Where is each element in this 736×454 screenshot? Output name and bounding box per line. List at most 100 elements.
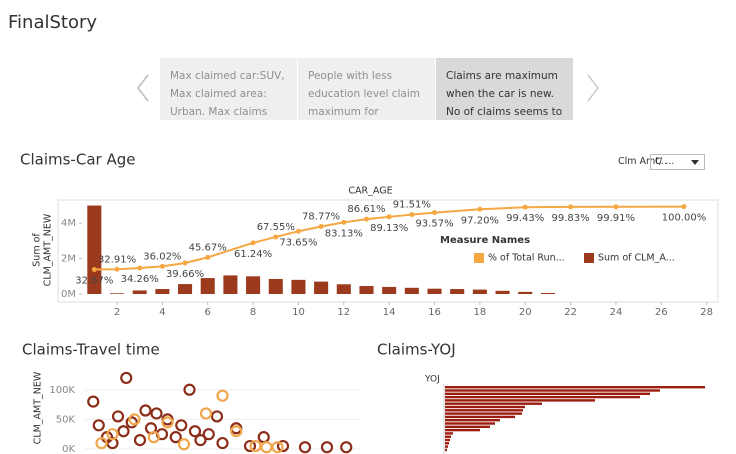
scatter-point	[169, 431, 182, 444]
bar	[445, 415, 515, 419]
line-point	[114, 266, 120, 272]
scatter-point	[106, 428, 119, 441]
data-label: 99.83%	[552, 213, 590, 224]
scatter-point	[199, 407, 213, 420]
scatter-point	[117, 425, 130, 438]
data-label: 91.51%	[393, 200, 431, 211]
line-point	[91, 267, 97, 273]
x-tick-label: 16	[428, 307, 441, 318]
y-tick-label: 100K	[49, 385, 75, 396]
y-axis-title: CLM_AMT_NEW	[43, 213, 54, 286]
bar	[450, 289, 465, 294]
line-point	[295, 228, 301, 234]
legend-label: Sum of CLM_A...	[598, 253, 675, 264]
bar	[445, 425, 490, 428]
story-point[interactable]: Claims are maximum when the car is new. …	[436, 58, 573, 120]
x-tick-label: 4	[159, 307, 165, 318]
bar	[359, 286, 374, 294]
y-tick-label: 4M	[61, 218, 76, 229]
bar	[445, 419, 500, 422]
y-axis-title: Sum of	[32, 233, 43, 267]
data-label: 32.91%	[98, 254, 136, 265]
bar	[445, 389, 660, 392]
bar	[246, 276, 261, 294]
bar	[404, 287, 419, 294]
story-point[interactable]: People with less education level claim m…	[298, 58, 435, 120]
scatter-point	[216, 389, 229, 402]
scatter-point	[320, 441, 334, 454]
dropdown-arrow	[691, 160, 699, 165]
scatter-point	[188, 425, 202, 438]
filter-value: C..	[655, 157, 668, 167]
x-tick-label: 24	[610, 307, 623, 318]
bar	[336, 284, 351, 294]
bar	[223, 275, 238, 294]
data-label: 34.26%	[121, 274, 159, 285]
data-label: 61.24%	[234, 249, 272, 260]
scatter-point	[155, 428, 169, 441]
y-axis-title: CLM_AMT_NEW	[33, 371, 44, 444]
bar	[87, 205, 102, 294]
scatter-point	[249, 439, 262, 453]
data-label: 99.43%	[506, 213, 544, 224]
x-tick-label: 8	[250, 307, 256, 318]
prev-arrow[interactable]	[137, 74, 149, 102]
bar	[132, 290, 147, 294]
line-point	[137, 265, 143, 271]
scatter-point	[120, 371, 133, 385]
bar	[445, 402, 542, 405]
scatter-point	[260, 441, 273, 454]
legend-label: % of Total Run...	[488, 253, 565, 264]
line-point	[182, 260, 188, 266]
filter-dropdown[interactable]: C..	[650, 154, 705, 170]
bar	[178, 284, 193, 294]
legend-swatch	[474, 253, 484, 263]
scatter-point	[175, 419, 188, 432]
scatter-point	[125, 416, 138, 429]
bar	[445, 442, 449, 445]
bar	[445, 445, 448, 448]
x-tick-label: 14	[383, 307, 396, 318]
data-label: 36.02%	[143, 251, 181, 262]
data-label: 99.91%	[597, 213, 635, 224]
x-tick-label: 2	[114, 307, 120, 318]
scatter-point	[150, 407, 163, 420]
x-tick-label: 20	[519, 307, 532, 318]
scatter-point	[111, 410, 125, 423]
bar	[472, 289, 487, 294]
x-tick-label: 18	[474, 307, 487, 318]
scatter-point	[230, 422, 243, 435]
story-point[interactable]: Max claimed car:SUV, Max claimed area: U…	[160, 58, 297, 120]
scatter-point	[230, 425, 243, 438]
scatter-point	[298, 441, 312, 454]
bar	[109, 293, 125, 294]
next-arrow[interactable]	[587, 74, 599, 102]
bar	[445, 438, 450, 442]
y-tick-label: 50K	[56, 414, 76, 425]
bar	[314, 281, 329, 294]
x-tick-label: 12	[337, 307, 350, 318]
scatter-point	[202, 428, 215, 441]
data-label: 73.65%	[279, 237, 317, 248]
scatter-point	[100, 431, 114, 444]
data-label: 39.66%	[166, 269, 204, 280]
y-tick-label: 2M	[61, 254, 76, 265]
scatter-point	[216, 436, 229, 450]
x-tick-label: 28	[700, 307, 713, 318]
bar	[427, 288, 442, 294]
scatter-point	[92, 419, 105, 432]
scatter-point	[161, 416, 174, 429]
bar	[445, 392, 650, 395]
bar	[495, 290, 510, 294]
line-point	[613, 204, 619, 210]
data-label: 32.67%	[75, 276, 113, 287]
line-point	[386, 214, 392, 220]
line-point	[341, 219, 347, 225]
story-title: FinalStory	[8, 12, 98, 33]
bar	[445, 428, 480, 432]
line-point	[568, 204, 574, 210]
data-label: 78.77%	[302, 211, 340, 222]
scatter-point	[144, 422, 158, 435]
bar	[540, 292, 555, 294]
